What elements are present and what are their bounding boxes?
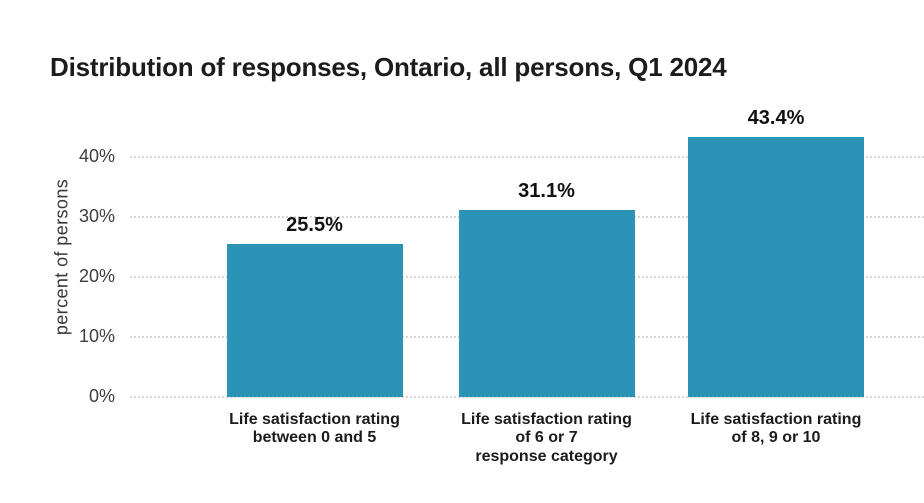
- x-category-label-1: Life satisfaction rating between 0 and 5: [180, 411, 450, 447]
- y-tick-label-10pct: 10%: [78, 326, 115, 346]
- data-label-bar-2: 31.1%: [518, 180, 575, 203]
- x-category-label-line: Life satisfaction rating: [690, 411, 862, 428]
- bar-rating-0-to-5: [226, 244, 403, 397]
- x-category-label-line: of 6 or 7: [515, 429, 578, 446]
- x-category-label-line: of 8, 9 or 10: [731, 429, 821, 446]
- y-tick-label-40pct: 40%: [78, 146, 115, 166]
- bar-rating-8-9-or-10: [688, 136, 864, 397]
- data-label-bar-1: 25.5%: [286, 214, 343, 236]
- y-tick-label-0pct: 0%: [88, 386, 115, 406]
- y-tick-label-20pct: 20%: [78, 266, 115, 286]
- data-label-bar-3: 43.4%: [747, 106, 805, 129]
- gridline-40pct: [130, 156, 924, 158]
- x-category-label-2: Life satisfaction rating of 6 or 7: [412, 411, 682, 447]
- x-category-label-line: Life satisfaction rating: [461, 411, 632, 428]
- x-category-label-line: between 0 and 5: [252, 429, 377, 446]
- x-category-label-3: Life satisfaction rating of 8, 9 or 10: [641, 411, 911, 447]
- y-tick-label-30pct: 30%: [78, 206, 115, 226]
- y-axis-title: percent of persons: [51, 178, 72, 336]
- x-axis-title: response category: [475, 448, 618, 465]
- chart-title: Distribution of responses, Ontario, all …: [50, 52, 727, 82]
- gridline-0pct: [130, 396, 924, 398]
- x-category-label-line: Life satisfaction rating: [229, 411, 400, 428]
- bar-rating-6-or-7: [458, 210, 635, 397]
